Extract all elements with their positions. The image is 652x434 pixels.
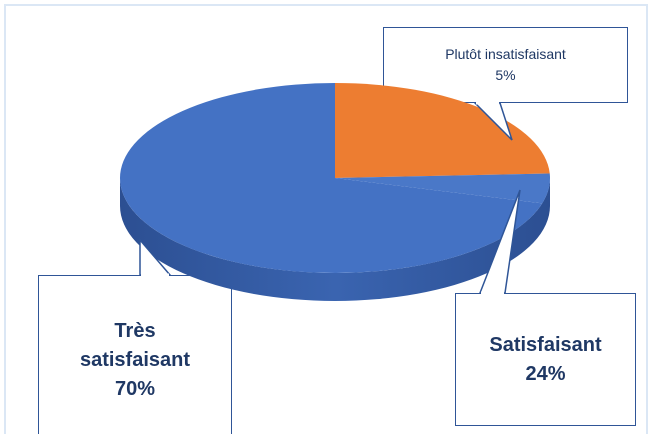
pie-slice	[119, 82, 543, 273]
label-name: Très satisfaisant	[79, 319, 191, 371]
label-value: 70%	[114, 377, 156, 400]
frame	[4, 4, 648, 434]
pie-slice	[335, 173, 550, 204]
label-value: 24%	[525, 362, 566, 385]
label-value: 5%	[495, 67, 516, 83]
pie-slice	[335, 83, 550, 178]
label-name: Satisfaisant	[489, 333, 602, 356]
data-label: Plutôt insatisfaisant 5%	[383, 27, 628, 103]
label-name: Plutôt insatisfaisant	[445, 46, 566, 62]
pointers	[139, 102, 521, 294]
data-label: Satisfaisant 24%	[455, 293, 636, 426]
pie	[119, 82, 550, 301]
pie-side	[120, 178, 550, 301]
data-label: Très satisfaisant 70%	[38, 275, 232, 434]
